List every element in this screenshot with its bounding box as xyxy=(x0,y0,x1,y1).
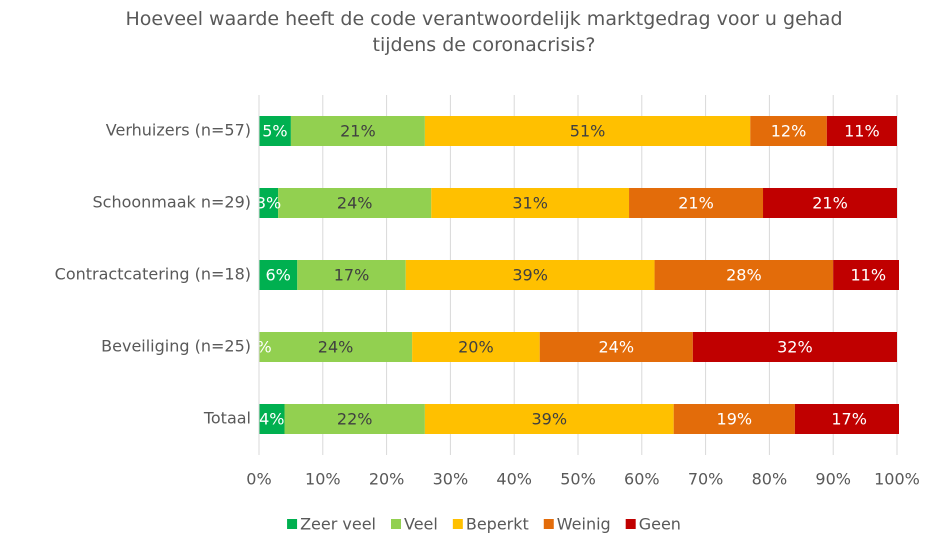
data-label: 21% xyxy=(812,194,848,213)
x-tick-label: 90% xyxy=(815,470,851,489)
x-tick-label: 10% xyxy=(305,470,341,489)
data-label: 4% xyxy=(259,410,284,429)
data-label: 0% xyxy=(246,338,271,357)
legend-label: Zeer veel xyxy=(300,515,376,534)
x-tick-label: 50% xyxy=(560,470,596,489)
x-tick-label: 60% xyxy=(624,470,660,489)
data-label: 22% xyxy=(337,410,373,429)
bar-segment xyxy=(750,116,827,146)
legend-item: Zeer veel xyxy=(287,515,376,534)
bar-segment xyxy=(259,404,285,434)
x-tick-label: 70% xyxy=(688,470,724,489)
y-tick-label: Verhuizers (n=57) xyxy=(106,121,251,140)
legend-item: Beperkt xyxy=(452,515,529,534)
y-tick-label: Contractcatering (n=18) xyxy=(55,265,251,284)
bar-segment xyxy=(424,116,751,146)
data-label: 11% xyxy=(851,266,887,285)
bar-segment xyxy=(259,116,291,146)
data-label: 5% xyxy=(262,122,287,141)
bar-segment xyxy=(431,188,630,218)
bar-segment xyxy=(692,332,897,362)
data-label: 21% xyxy=(340,122,376,141)
bar-segment xyxy=(278,188,432,218)
data-label: 11% xyxy=(844,122,880,141)
legend-swatch xyxy=(452,519,463,529)
data-label: 21% xyxy=(678,194,714,213)
data-label: 24% xyxy=(318,338,354,357)
data-label: 17% xyxy=(831,410,867,429)
legend-label: Weinig xyxy=(557,515,611,534)
bar-segment xyxy=(673,404,795,434)
data-label: 6% xyxy=(265,266,290,285)
bar-segment xyxy=(412,332,540,362)
legend-item: Weinig xyxy=(543,515,611,534)
x-tick-label: 40% xyxy=(496,470,532,489)
y-tick-label: Totaal xyxy=(203,409,251,428)
bar-segment xyxy=(297,260,406,290)
data-label: 28% xyxy=(726,266,762,285)
bar-segment xyxy=(654,260,834,290)
x-tick-label: 80% xyxy=(752,470,788,489)
legend-item: Geen xyxy=(625,515,681,534)
data-label: 24% xyxy=(337,194,373,213)
data-label: 24% xyxy=(598,338,634,357)
data-label: 17% xyxy=(334,266,370,285)
data-label: 20% xyxy=(458,338,494,357)
bar-segment xyxy=(259,188,279,218)
bar-segment xyxy=(259,260,298,290)
y-tick-label: Schoonmaak n=29) xyxy=(92,193,251,212)
bar-segment xyxy=(763,188,897,218)
data-label: 31% xyxy=(512,194,548,213)
bar-segment xyxy=(833,260,899,290)
data-label: 39% xyxy=(512,266,548,285)
data-label: 19% xyxy=(717,410,753,429)
bar-segment xyxy=(794,404,899,434)
legend-label: Geen xyxy=(639,515,681,534)
bar-segment xyxy=(284,404,425,434)
bar-segment xyxy=(259,332,413,362)
legend-label: Veel xyxy=(404,515,438,534)
chart-title: Hoeveel waarde heeft de code verantwoord… xyxy=(125,8,843,56)
legend-label: Beperkt xyxy=(466,515,529,534)
y-tick-label: Beveiliging (n=25) xyxy=(101,337,251,356)
data-label: 3% xyxy=(256,194,281,213)
legend-item: Veel xyxy=(390,515,438,534)
legend-swatch xyxy=(625,519,636,529)
x-tick-label: 30% xyxy=(433,470,469,489)
legend-swatch xyxy=(390,519,401,529)
bar-segment xyxy=(290,116,425,146)
legend-swatch xyxy=(287,519,298,529)
legend-swatch xyxy=(543,519,554,529)
bar-segment xyxy=(405,260,655,290)
x-tick-label: 100% xyxy=(874,470,920,489)
data-label: 12% xyxy=(771,122,807,141)
bar-segment xyxy=(539,332,693,362)
data-label: 32% xyxy=(777,338,813,357)
bar-segment xyxy=(826,116,897,146)
data-label: 39% xyxy=(532,410,568,429)
x-tick-label: 0% xyxy=(246,470,271,489)
x-tick-label: 20% xyxy=(369,470,405,489)
data-label: 51% xyxy=(570,122,606,141)
bar-segment xyxy=(424,404,674,434)
bar-segment xyxy=(629,188,764,218)
